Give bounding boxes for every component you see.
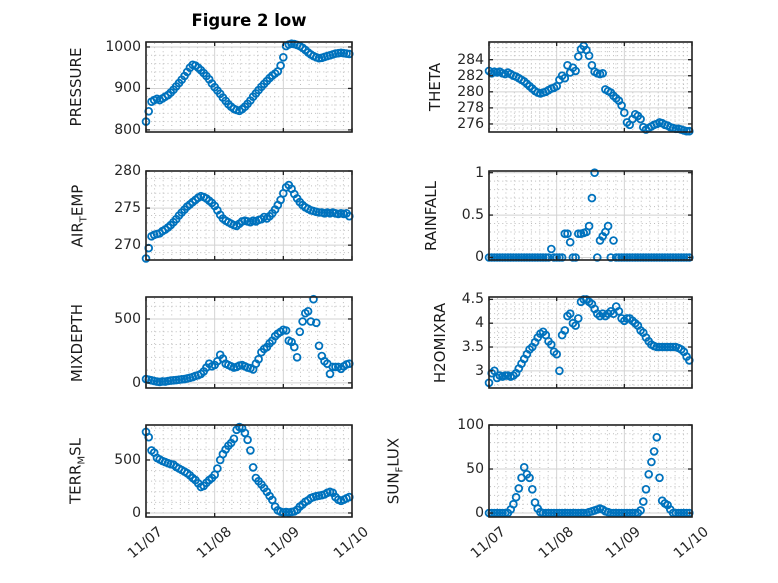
y-tick-label-rainfall: 0 xyxy=(475,249,484,266)
y-tick-label-rainfall: 0.5 xyxy=(461,207,484,224)
y-tick-label-h2omixra: 3 xyxy=(475,362,484,379)
y-tick-label-theta: 282 xyxy=(457,67,484,84)
y-axis-label-sun_flux: SUNFLUX xyxy=(384,437,406,505)
data-points-mixdepth xyxy=(141,294,354,387)
y-tick-label-mixdepth: 500 xyxy=(114,310,141,327)
data-points-pressure xyxy=(141,39,354,126)
y-axis-label-h2omixra: H2OMIXRA xyxy=(431,302,449,383)
y-axis-label-rainfall: RAINFALL xyxy=(422,180,440,251)
y-tick-label-pressure: 900 xyxy=(114,80,141,97)
subplot-air_temp xyxy=(141,170,354,263)
y-tick-label-pressure: 1000 xyxy=(105,38,141,55)
subplot-mixdepth xyxy=(141,294,354,389)
axes-box-pressure xyxy=(145,41,353,133)
y-tick-label-sun_flux: 50 xyxy=(466,461,484,478)
y-tick-label-mixdepth: 0 xyxy=(132,374,141,391)
subplot-rainfall xyxy=(484,168,694,262)
axes-box-sun_flux xyxy=(488,424,693,518)
subplot-terr_msl xyxy=(141,422,354,518)
subplot-sun_flux xyxy=(484,424,694,518)
y-tick-label-pressure: 800 xyxy=(114,121,141,138)
y-tick-label-rainfall: 1 xyxy=(475,164,484,181)
y-axis-label-terr_msl: TERRMSL xyxy=(66,437,88,505)
y-tick-label-h2omixra: 3.5 xyxy=(461,339,484,356)
y-axis-label-air_temp: AIRTEMP xyxy=(68,184,90,247)
data-points-h2omixra xyxy=(484,295,694,388)
y-tick-label-h2omixra: 4 xyxy=(475,315,484,332)
subplot-theta xyxy=(484,41,694,136)
y-tick-label-theta: 276 xyxy=(457,115,484,132)
y-tick-label-theta: 280 xyxy=(457,83,484,100)
y-axis-label-mixdepth: MIXDEPTH xyxy=(68,303,86,382)
y-tick-label-h2omixra: 4.5 xyxy=(461,291,484,308)
y-tick-label-theta: 284 xyxy=(457,51,484,68)
y-tick-label-terr_msl: 500 xyxy=(114,451,141,468)
y-tick-label-air_temp: 275 xyxy=(114,200,141,217)
subplot-h2omixra xyxy=(484,295,694,389)
data-points-air_temp xyxy=(141,180,354,263)
data-points-theta xyxy=(484,41,694,136)
y-tick-label-sun_flux: 0 xyxy=(475,505,484,522)
y-tick-label-air_temp: 280 xyxy=(114,163,141,179)
y-tick-label-sun_flux: 100 xyxy=(457,417,484,433)
subplot-pressure xyxy=(141,39,354,133)
y-axis-label-pressure: PRESSURE xyxy=(67,47,85,127)
axes-box-mixdepth xyxy=(145,296,353,389)
y-tick-label-air_temp: 270 xyxy=(114,237,141,254)
y-axis-label-theta: THETA xyxy=(426,62,444,112)
y-tick-label-theta: 278 xyxy=(457,99,484,116)
axes-box-terr_msl xyxy=(145,424,353,518)
axes-box-h2omixra xyxy=(488,296,693,389)
data-points-terr_msl xyxy=(141,422,354,517)
figure-title: Figure 2 low xyxy=(191,11,307,30)
axes-box-air_temp xyxy=(145,170,353,261)
axes-box-theta xyxy=(488,41,693,133)
y-tick-label-terr_msl: 0 xyxy=(132,504,141,521)
